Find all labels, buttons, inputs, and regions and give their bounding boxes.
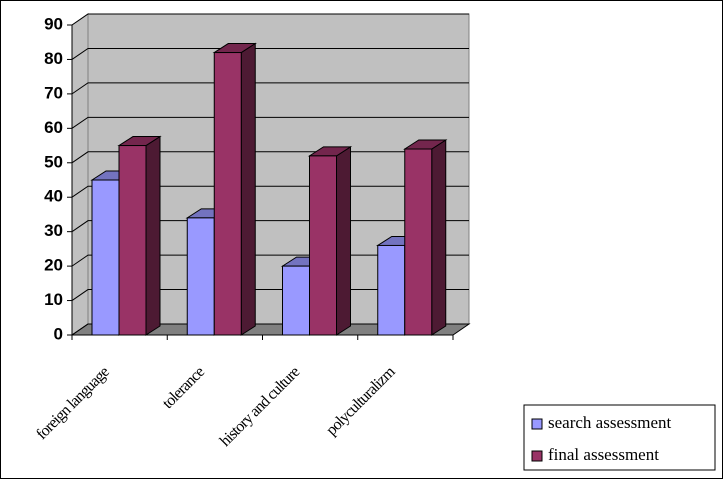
- bar-front: [404, 148, 433, 336]
- bar-front: [186, 217, 215, 336]
- grid-line: [71, 116, 469, 129]
- y-tick-label: 90: [44, 14, 63, 33]
- bar-side: [240, 42, 256, 336]
- y-tick-label: 40: [44, 187, 63, 206]
- y-tick-label: 70: [44, 83, 63, 102]
- bar: [403, 139, 448, 336]
- legend-box: [523, 404, 716, 471]
- y-tick-label: 50: [44, 152, 63, 171]
- bar-front: [377, 244, 406, 336]
- y-tick-label: 60: [44, 118, 63, 137]
- legend-swatch: [531, 418, 543, 430]
- bar: [212, 42, 257, 336]
- bar-side: [145, 135, 161, 336]
- grid-line: [71, 47, 469, 60]
- bar: [117, 135, 162, 336]
- legend-swatch: [531, 450, 543, 462]
- y-tick-label: 30: [44, 221, 63, 240]
- side-wall: [71, 13, 89, 336]
- bar-front: [282, 265, 310, 336]
- bar-front: [213, 52, 242, 336]
- bar: [307, 145, 353, 336]
- bar-front: [91, 179, 120, 336]
- legend-label: final assessment: [548, 445, 659, 464]
- legend-label: search assessment: [548, 413, 671, 432]
- bar-side: [336, 145, 351, 336]
- bar-front: [118, 145, 147, 336]
- y-tick-label: 10: [44, 290, 63, 309]
- bar-front: [309, 155, 337, 336]
- bar-side: [431, 139, 447, 336]
- grid-line: [71, 82, 469, 95]
- y-tick-label: 80: [44, 49, 63, 68]
- y-tick-label: 0: [54, 324, 63, 343]
- grid-line: [71, 13, 469, 26]
- y-tick-label: 20: [44, 256, 63, 275]
